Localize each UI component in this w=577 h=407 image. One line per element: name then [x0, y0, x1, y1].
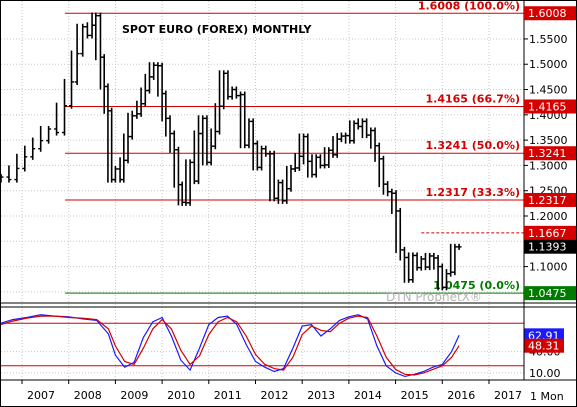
x-tick-label: 2014 [354, 389, 382, 402]
x-tick-label: 2016 [447, 389, 475, 402]
x-tick-label: 2011 [214, 389, 242, 402]
x-tick-label: 2012 [260, 389, 288, 402]
y-tick-label: 1.4500 [529, 84, 568, 97]
y-tick-label: 1.3000 [529, 159, 568, 172]
x-tick-label: 2013 [307, 389, 335, 402]
chart-title: SPOT EURO (FOREX) MONTHLY [122, 23, 312, 36]
x-tick-label: 2007 [27, 389, 55, 402]
dashed-level-tag-bg [524, 225, 576, 240]
fib-level-label: 1.0475 (0.0%) [433, 279, 520, 292]
fib-levels: 1.6008 (100.0%) 1.4165 (66.7%) 1.3241 (50.… [65, 0, 524, 294]
timeframe-label: 1 Mon [530, 390, 564, 403]
dashed-level-tag-text: 1.1667 [528, 227, 567, 240]
level-tag-bg [524, 6, 576, 21]
x-tick-label: 2017 [494, 389, 522, 402]
last-price-tag-bg [524, 239, 576, 254]
y-tick-label: 1.1000 [529, 261, 568, 274]
fib-level-label: 1.6008 (100.0%) [418, 0, 520, 12]
y-tick-label: 1.3500 [529, 134, 568, 147]
level-tag-bg [524, 286, 576, 301]
fib-level-label: 1.3241 (50.0%) [426, 139, 521, 152]
level-tag-text: 1.0475 [528, 287, 567, 300]
fib-level-label: 1.4165 (66.7%) [426, 92, 521, 105]
level-tag-text: 1.3241 [528, 147, 567, 160]
x-tick-label: 2008 [74, 389, 102, 402]
x-tick-label: 2015 [401, 389, 429, 402]
price-tags: 1.6008 1.4165 1.3241 1.2317 1.0475 1.16671.13… [524, 6, 576, 301]
stoch-tag-bg [524, 338, 564, 353]
level-tag-text: 1.6008 [528, 7, 567, 20]
stoch-line [0, 315, 460, 376]
level-tag-bg [524, 99, 576, 114]
price-bars [0, 12, 462, 291]
watermark: DTN ProphetX® [386, 290, 482, 304]
y-tick-label: 1.5000 [529, 58, 568, 71]
price-grid [1, 1, 524, 380]
y-tick-label: 1.2000 [529, 210, 568, 223]
stoch-tag-text: 48.31 [528, 340, 560, 353]
last-price-tag-text: 1.1393 [528, 241, 567, 254]
x-tick-label: 2010 [167, 389, 195, 402]
y-tick-label: 1.5500 [529, 33, 568, 46]
level-tag-bg [524, 146, 576, 161]
level-tag-text: 1.4165 [528, 100, 567, 113]
x-tick-label: 2009 [120, 389, 148, 402]
stoch-line [0, 314, 460, 378]
level-tag-text: 1.2317 [528, 194, 567, 207]
stoch-tick-label: 10.00 [529, 367, 561, 380]
fib-level-label: 1.2317 (33.3%) [426, 186, 521, 199]
level-tag-bg [524, 192, 576, 207]
